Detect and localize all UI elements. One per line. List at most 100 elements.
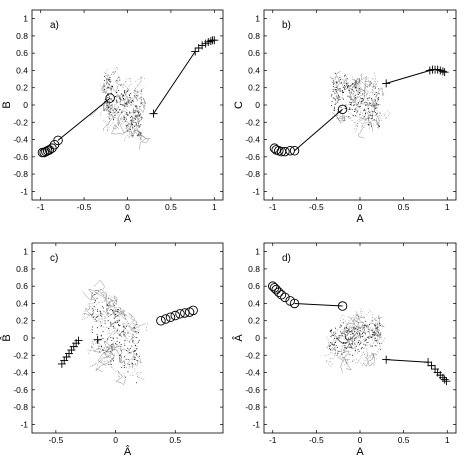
trajectory-segment <box>133 104 141 118</box>
trajectory-dot <box>337 338 339 340</box>
trajectory-dot <box>370 329 372 331</box>
trajectory-dot <box>363 329 365 331</box>
trajectory-dot <box>376 323 378 325</box>
trajectory-segment <box>347 76 358 88</box>
trajectory-segment <box>119 104 128 114</box>
series-5 <box>294 108 343 152</box>
trajectory-dot <box>358 87 361 89</box>
trajectory-dot <box>377 98 379 100</box>
trajectory-segment <box>353 114 366 131</box>
trajectory-dot <box>138 126 140 128</box>
trajectory-dot <box>118 319 120 321</box>
trajectory-dot <box>331 101 333 103</box>
trajectory-segment <box>84 305 101 318</box>
trajectory-dot <box>334 327 337 329</box>
trajectory-dot <box>341 342 343 344</box>
trajectory-dot <box>363 108 366 110</box>
trajectory-dot <box>123 366 125 369</box>
trajectory-dot <box>378 99 380 101</box>
trajectory-dot <box>370 118 372 120</box>
y-tick-label: -0.4 <box>245 368 260 378</box>
trajectory-dot <box>100 311 102 313</box>
trajectory-dot <box>357 102 360 104</box>
trajectory-dot <box>343 342 345 344</box>
trajectory-dot <box>332 344 334 346</box>
trajectory-dot <box>102 349 104 351</box>
trajectory-dot <box>125 102 127 104</box>
trajectory-dot <box>367 123 369 126</box>
trajectory-segment <box>93 290 118 312</box>
trajectory-dot <box>139 125 141 127</box>
series-2 <box>337 104 348 115</box>
trajectory-dot <box>118 96 120 98</box>
trajectory-dot <box>129 351 131 353</box>
trajectory-segment <box>135 372 145 381</box>
trajectory-dot <box>354 349 356 351</box>
trajectory-dot <box>368 117 370 119</box>
trajectory-dot <box>106 109 108 111</box>
trajectory-dot <box>379 334 381 336</box>
y-tick-label: 0.2 <box>248 316 260 326</box>
trajectory-dot <box>363 343 365 345</box>
trajectory-dot <box>135 122 137 124</box>
y-tick-label: -0.4 <box>245 135 260 145</box>
trajectory-dot <box>373 93 376 95</box>
trajectory-dot <box>133 121 135 124</box>
trajectory-dot <box>363 331 365 334</box>
trajectory-dot <box>345 104 347 106</box>
trajectory-dot <box>359 343 361 345</box>
trajectory-dot <box>110 309 112 311</box>
trajectory-dot <box>376 104 378 106</box>
trajectory-dot <box>135 106 137 108</box>
trajectory-dot <box>96 333 98 336</box>
trajectory-dot <box>94 294 96 296</box>
trajectory-dot <box>357 110 359 112</box>
trajectory-dot <box>338 337 340 339</box>
trajectory-dot <box>118 324 120 327</box>
trajectory-dot <box>109 76 111 79</box>
trajectory-segment <box>99 309 110 317</box>
trajectory-dot <box>108 297 110 299</box>
trajectory-dot <box>364 113 367 115</box>
trajectory-dot <box>334 338 336 340</box>
trajectory-segment <box>360 74 371 82</box>
trajectory-dot <box>123 364 125 367</box>
trajectory-dot <box>120 84 122 86</box>
trajectory-segment <box>372 79 379 94</box>
trajectory-dot <box>115 322 117 324</box>
trajectory-dot <box>357 349 359 351</box>
trajectory-dot <box>359 105 361 107</box>
circle-marker <box>175 309 185 319</box>
trajectory-dot <box>136 337 138 339</box>
trajectory-segment <box>367 117 373 132</box>
trajectory-dot <box>349 338 351 341</box>
y-tick-label: -1 <box>252 186 260 196</box>
trajectory-dot <box>335 99 337 101</box>
trajectory-dot <box>333 107 335 110</box>
trajectory-segment <box>130 117 140 127</box>
trajectory-segment <box>343 320 352 346</box>
trajectory-dot <box>339 326 341 328</box>
trajectory-dot <box>367 107 369 109</box>
x-tick-label: -0.5 <box>309 202 324 212</box>
trajectory-dot <box>134 331 136 333</box>
trajectory-dot <box>347 95 349 97</box>
trajectory-dot <box>350 84 352 87</box>
trajectory-dot <box>120 98 122 100</box>
trajectory-dot <box>334 88 336 90</box>
trajectory-dot <box>139 114 141 116</box>
trajectory-dot <box>333 334 335 337</box>
trajectory-segment <box>99 103 110 116</box>
trajectory-dot <box>122 330 124 332</box>
circle-marker <box>289 146 300 156</box>
trajectory-dot <box>140 90 143 92</box>
trajectory-segment <box>100 292 108 302</box>
trajectory-dot <box>128 364 130 366</box>
trajectory-dot <box>133 112 135 114</box>
y-tick-label: 0.4 <box>248 65 260 75</box>
trajectory-dot <box>366 325 368 327</box>
y-tick-label: -0.2 <box>13 350 28 360</box>
trajectory-dot <box>372 115 374 117</box>
trajectory-dot <box>96 310 99 312</box>
